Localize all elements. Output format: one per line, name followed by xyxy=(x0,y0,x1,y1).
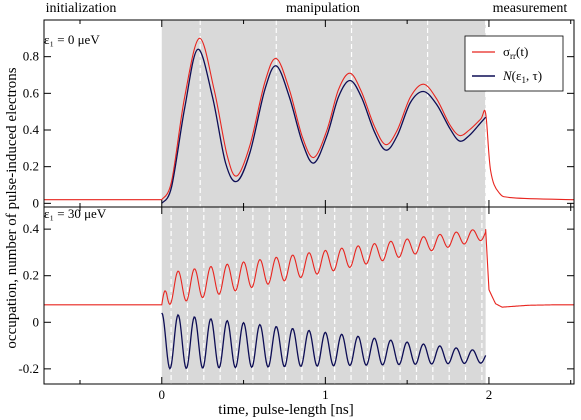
phase-label-manipulation: manipulation xyxy=(286,1,360,16)
y-tick-label: 0.4 xyxy=(23,221,40,236)
panel-top: 0 0.2 0.4 0.6 0.8 ε₁ = 0 μeV σrr(t) N(ε1, τ) xyxy=(23,19,575,210)
y-tick-label: 0.6 xyxy=(23,85,40,100)
y-tick-label: 0.4 xyxy=(23,122,40,137)
phase-label-initialization: initialization xyxy=(46,1,117,16)
legend: σrr(t) N(ε1, τ) xyxy=(464,35,564,92)
y-tick-label: 0 xyxy=(33,314,40,329)
pulse-shaded-region xyxy=(161,207,486,384)
x-axis-label: time, pulse-length [ns] xyxy=(218,402,353,418)
x-tick-label: 0 xyxy=(159,387,166,402)
y-tick-label: 0 xyxy=(33,195,40,210)
x-tick-label: 1 xyxy=(322,387,329,402)
y-tick-label: 0.2 xyxy=(23,159,39,174)
x-tick-label: 2 xyxy=(486,387,493,402)
legend-box xyxy=(464,35,564,92)
axis-ticks: 0 0.2 0.4 0.6 0.8 xyxy=(23,20,574,210)
legend-label-sigma: σrr(t) xyxy=(503,44,528,61)
y-tick-label: 0.2 xyxy=(23,268,39,283)
pulse-dashed-lines xyxy=(170,207,483,384)
series-line-N xyxy=(161,48,487,204)
pulse-dashed-lines xyxy=(199,20,487,207)
panel-annotation: ε₁ = 0 μeV xyxy=(44,32,100,47)
legend-label-N: N(ε1, τ) xyxy=(502,68,542,85)
panel-annotation: ε₁ = 30 μeV xyxy=(44,206,107,221)
series-line-sigma-rr xyxy=(44,37,575,201)
panel-bottom: -0.2 0 0.2 0.4 0 1 2 ε₁ = 30 μeV xyxy=(18,206,575,402)
plot-frame xyxy=(43,206,575,385)
series-line-sigma-rr xyxy=(44,229,574,308)
y-tick-label: 0.8 xyxy=(23,49,39,64)
y-tick-label: -0.2 xyxy=(18,361,39,376)
series-line-N xyxy=(161,312,487,370)
phase-label-measurement: measurement xyxy=(493,1,568,16)
y-axis-label: occupation, number of pulse-induced elec… xyxy=(4,67,20,348)
axis-ticks: -0.2 0 0.2 0.4 0 1 2 xyxy=(18,207,574,402)
pulse-shaded-region xyxy=(161,20,486,207)
